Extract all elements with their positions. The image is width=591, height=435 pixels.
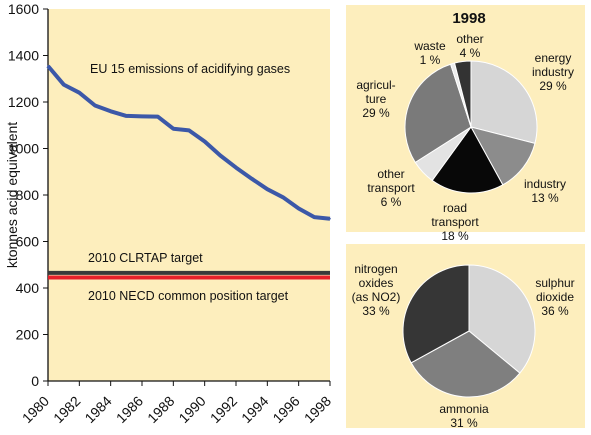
pie2-label-so2-pct: 36 % bbox=[541, 304, 569, 318]
series-point bbox=[141, 115, 143, 118]
target-lines bbox=[48, 270, 330, 280]
pie1-label-road-2: transport bbox=[431, 215, 479, 229]
y-tick-label: 0 bbox=[31, 373, 39, 389]
pie1-label-energy-2: industry bbox=[532, 65, 574, 79]
pie-1998-slices bbox=[404, 60, 538, 194]
pie1-label-other-1: other bbox=[456, 32, 483, 46]
series-point bbox=[109, 110, 112, 113]
x-tick-label: 1998 bbox=[301, 393, 334, 426]
pie-1998-title: 1998 bbox=[452, 10, 485, 27]
necd-target-label: 2010 NECD common position target bbox=[88, 289, 289, 303]
pie2-slice-2 bbox=[402, 264, 470, 364]
pie2-label-so2-1: sulphur bbox=[535, 276, 574, 290]
series-point bbox=[47, 65, 49, 67]
pie1-slice-0 bbox=[470, 60, 538, 145]
pie1-label-waste-1: waste bbox=[413, 39, 446, 53]
y-axis-ticks: 0 200 400 600 800 1000 1200 1400 1600 bbox=[8, 1, 48, 389]
pie1-label-othertransport-1: other bbox=[377, 167, 404, 181]
pie2-label-nh3-pct: 31 % bbox=[450, 416, 478, 430]
x-tick-label: 1994 bbox=[238, 393, 271, 426]
y-tick-label: 200 bbox=[16, 327, 40, 343]
pie2-label-nh3-1: ammonia bbox=[439, 402, 489, 416]
series-point bbox=[282, 196, 284, 199]
pie-1998-labels: energy industry 29 % industry 13 % road … bbox=[356, 32, 574, 243]
pie-pollutant-labels: sulphur dioxide 36 % ammonia 31 % nitrog… bbox=[352, 262, 575, 430]
series-point bbox=[62, 83, 65, 86]
x-tick-label: 1982 bbox=[50, 393, 83, 426]
clrtap-target-label: 2010 CLRTAP target bbox=[88, 251, 203, 265]
series-point bbox=[266, 188, 269, 190]
pie1-label-industry-1: industry bbox=[524, 177, 566, 191]
series-point bbox=[125, 115, 128, 117]
pie-pollutant-slices bbox=[402, 264, 536, 398]
series-point bbox=[172, 127, 175, 130]
pie2-label-nox-3: (as NO2) bbox=[352, 290, 401, 304]
y-tick-label: 1000 bbox=[8, 141, 39, 157]
series-annotation: EU 15 emissions of acidifying gases bbox=[90, 62, 290, 76]
pie2-label-nox-2: oxides bbox=[359, 276, 394, 290]
pie1-label-agri-2: ture bbox=[366, 92, 387, 106]
y-axis-label: ktonnes acid equivalent bbox=[4, 122, 20, 268]
pie1-label-other-pct: 4 % bbox=[460, 46, 481, 60]
line-chart-plot-area bbox=[48, 9, 330, 381]
x-tick-label: 1992 bbox=[207, 393, 240, 426]
x-tick-label: 1986 bbox=[113, 393, 146, 426]
x-tick-label: 1988 bbox=[144, 393, 177, 426]
pie2-label-nox-pct: 33 % bbox=[362, 304, 390, 318]
pie1-label-road-pct: 18 % bbox=[441, 229, 469, 243]
series-point bbox=[156, 115, 159, 118]
pie1-label-energy-pct: 29 % bbox=[539, 79, 567, 93]
series-point bbox=[250, 177, 253, 180]
y-tick-label: 600 bbox=[16, 234, 40, 250]
series-point bbox=[188, 129, 190, 132]
y-tick-label: 1200 bbox=[8, 94, 39, 110]
pie1-slice-4 bbox=[404, 63, 472, 164]
series-point bbox=[94, 104, 96, 107]
x-tick-label: 1980 bbox=[19, 393, 52, 426]
series-point bbox=[203, 140, 206, 143]
series-point bbox=[329, 217, 331, 220]
pie1-label-agri-1: agricul- bbox=[356, 78, 395, 92]
pie1-slice-6 bbox=[453, 60, 472, 128]
pie2-slice-1 bbox=[410, 330, 521, 398]
y-tick-label: 800 bbox=[16, 187, 40, 203]
pie2-label-nox-1: nitrogen bbox=[354, 262, 397, 276]
series-point bbox=[235, 166, 237, 169]
series-point bbox=[297, 207, 300, 210]
pie2-slice-0 bbox=[468, 264, 536, 374]
x-tick-label: 1990 bbox=[175, 393, 208, 426]
x-tick-label: 1984 bbox=[81, 393, 114, 426]
pie1-label-othertransport-2: transport bbox=[367, 181, 415, 195]
pie1-label-agri-pct: 29 % bbox=[362, 106, 390, 120]
pie2-label-so2-2: dioxide bbox=[536, 290, 574, 304]
pie1-label-othertransport-pct: 6 % bbox=[381, 195, 402, 209]
series-point bbox=[78, 91, 81, 94]
y-tick-label: 1600 bbox=[8, 1, 39, 17]
series-points bbox=[47, 65, 331, 220]
pie1-label-industry-pct: 13 % bbox=[531, 191, 559, 205]
y-tick-label: 1400 bbox=[8, 48, 39, 64]
pie1-label-waste-pct: 1 % bbox=[420, 53, 441, 67]
pie1-slice-2 bbox=[431, 126, 504, 194]
series-point bbox=[219, 154, 222, 157]
x-tick-label: 1996 bbox=[269, 393, 302, 426]
y-tick-label: 400 bbox=[16, 280, 40, 296]
pie1-label-energy-1: energy bbox=[535, 51, 572, 65]
pie1-label-road-1: road bbox=[443, 201, 467, 215]
series-point bbox=[313, 216, 316, 218]
